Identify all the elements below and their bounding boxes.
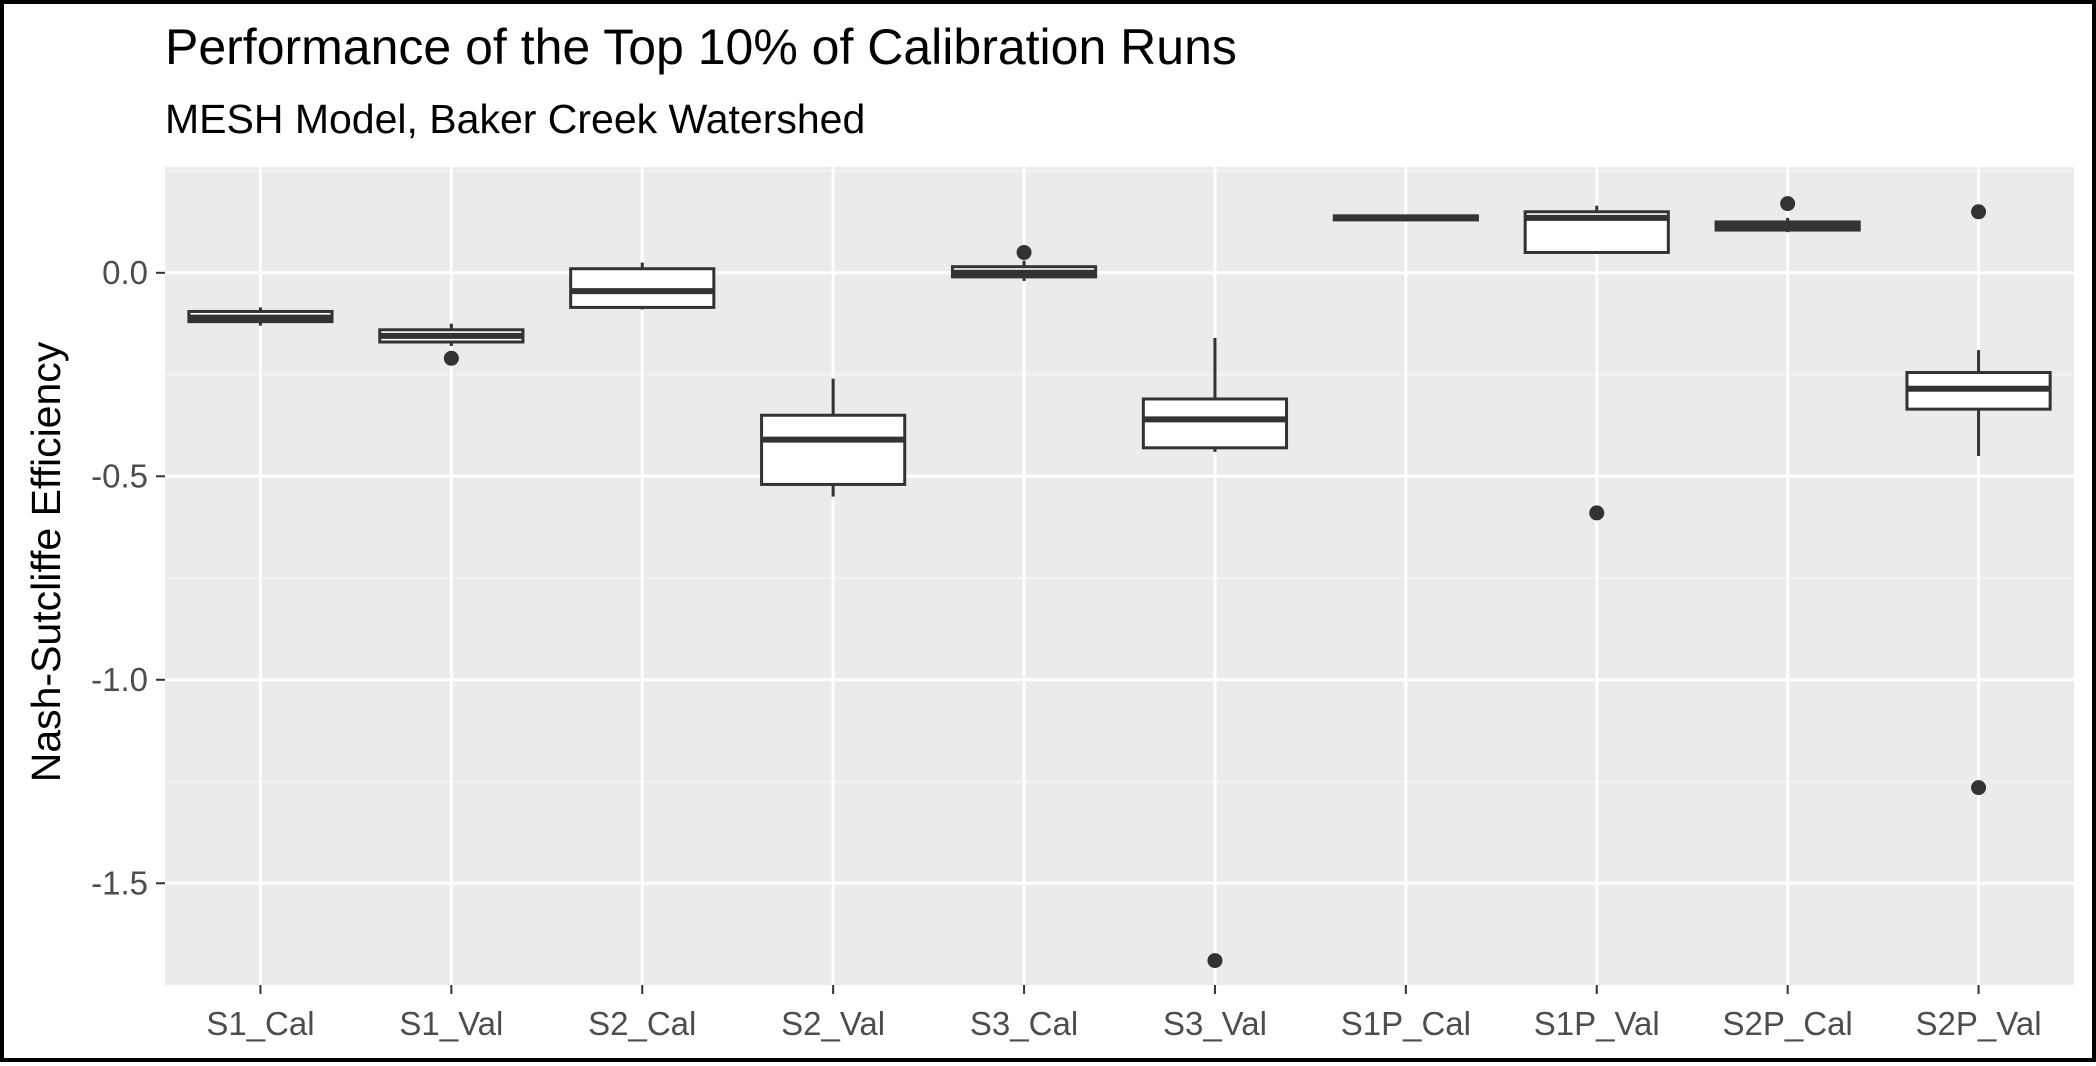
outlier-point	[1971, 204, 1987, 220]
x-tick-label: S2_Val	[781, 1005, 885, 1042]
x-tick-label: S2_Cal	[588, 1005, 696, 1042]
boxplot-chart: Performance of the Top 10% of Calibratio…	[23, 19, 2074, 1042]
x-tick-label: S1_Cal	[206, 1005, 314, 1042]
box-s2-cal	[569, 262, 716, 310]
x-tick-label: S2P_Cal	[1723, 1005, 1853, 1042]
y-axis-ticks: 0.0 -0.5 -1.0 -1.5	[91, 254, 165, 901]
x-tick-label: S1P_Val	[1534, 1005, 1660, 1042]
chart-subtitle: MESH Model, Baker Creek Watershed	[165, 96, 865, 142]
outlier-point	[443, 350, 459, 366]
box-s3-cal	[950, 244, 1098, 281]
box-body	[760, 413, 907, 486]
box-s2-val	[760, 378, 907, 497]
box-s1-val	[378, 323, 525, 366]
x-tick-label: S1_Val	[399, 1005, 503, 1042]
box-s2p-cal	[1714, 196, 1861, 233]
box-body	[1141, 397, 1289, 450]
box-body	[569, 267, 716, 309]
box-s1p-cal	[1332, 214, 1479, 222]
x-tick-label: S3_Val	[1163, 1005, 1267, 1042]
box-s2p-val	[1905, 204, 2052, 796]
x-tick-label: S3_Cal	[970, 1005, 1078, 1042]
outlier-point	[1589, 505, 1605, 521]
chart-title: Performance of the Top 10% of Calibratio…	[165, 19, 1237, 75]
x-tick-label: S1P_Cal	[1341, 1005, 1471, 1042]
boxes	[187, 196, 2052, 969]
y-tick-label: -1.0	[91, 661, 148, 698]
outlier-point	[1207, 953, 1223, 969]
grid-lines	[165, 167, 2074, 985]
y-tick-label: -1.5	[91, 864, 148, 901]
x-axis-ticks: S1_Cal S1_Val S2_Cal S2_Val S3_Cal S3_Val S1P_…	[206, 985, 2042, 1042]
outlier-point	[1016, 244, 1032, 260]
y-tick-label: -0.5	[91, 457, 148, 494]
box-s1-cal	[187, 307, 334, 326]
plot-panel	[165, 167, 2074, 985]
box-s3-val	[1141, 337, 1289, 969]
y-tick-label: 0.0	[102, 254, 148, 291]
x-tick-label: S2P_Val	[1916, 1005, 2042, 1042]
box-s1p-val	[1523, 205, 1670, 521]
outlier-point	[1780, 196, 1796, 212]
outlier-point	[1971, 780, 1987, 796]
y-axis-title: Nash-Sutcliffe Efficiency	[23, 341, 69, 782]
